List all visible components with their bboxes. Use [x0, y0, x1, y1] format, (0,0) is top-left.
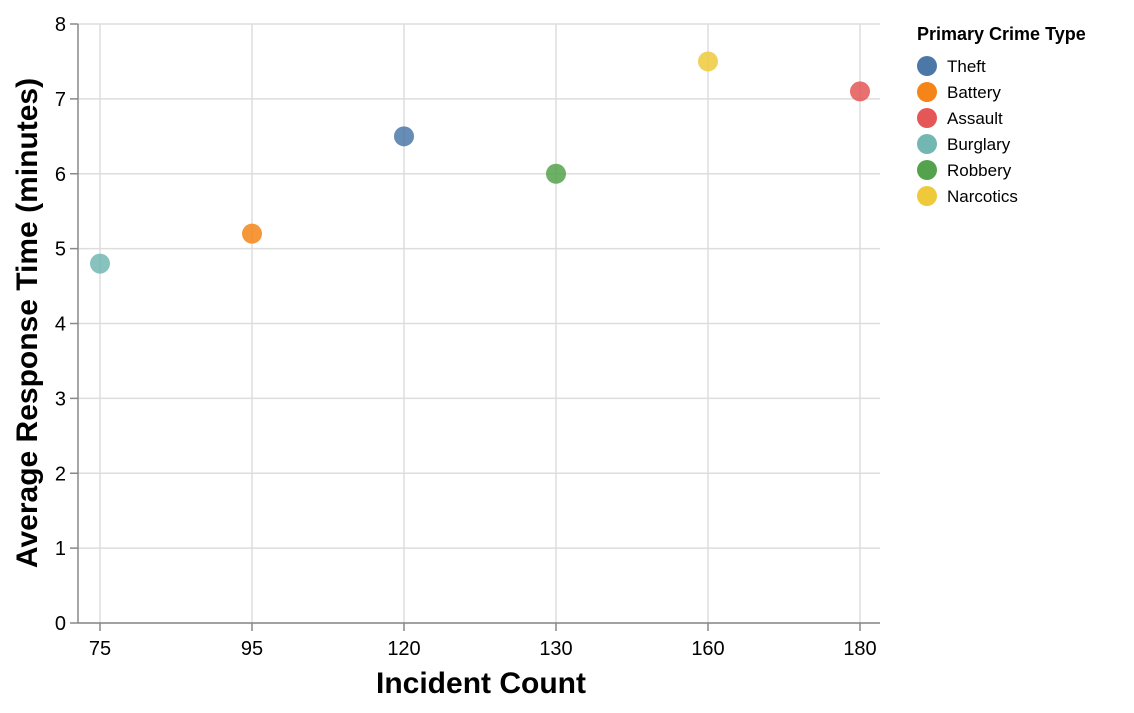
legend-swatch-battery	[917, 82, 937, 102]
legend-label-assault: Assault	[947, 109, 1003, 128]
legend-swatch-narcotics	[917, 186, 937, 206]
y-tick-label: 6	[55, 164, 66, 186]
legend-title: Primary Crime Type	[917, 24, 1086, 44]
x-tick-label: 75	[89, 638, 111, 660]
data-point-burglary	[90, 253, 110, 274]
legend-label-battery: Battery	[947, 83, 1001, 102]
legend-label-narcotics: Narcotics	[947, 187, 1018, 206]
y-tick-label: 0	[55, 613, 66, 635]
data-points	[90, 51, 870, 274]
legend-swatch-assault	[917, 108, 937, 128]
x-tick-label: 95	[241, 638, 263, 660]
y-tick-label: 4	[55, 314, 66, 336]
data-point-theft	[394, 126, 414, 147]
data-point-narcotics	[698, 51, 718, 72]
y-tick-label: 1	[55, 538, 66, 560]
x-tick-label: 180	[843, 638, 876, 660]
axes: 0 1 2 3 4 5 6 7 8 75 95 120 130 160 180	[55, 14, 880, 660]
legend-swatch-burglary	[917, 134, 937, 154]
legend-label-robbery: Robbery	[947, 161, 1012, 180]
y-tick-label: 7	[55, 89, 66, 111]
y-tick-label: 8	[55, 14, 66, 36]
data-point-robbery	[546, 163, 566, 184]
x-tick-label: 130	[539, 638, 572, 660]
legend-swatch-theft	[917, 56, 937, 76]
legend-label-burglary: Burglary	[947, 135, 1011, 154]
x-axis-title: Incident Count	[376, 667, 586, 700]
x-tick-label: 160	[691, 638, 724, 660]
data-point-battery	[242, 223, 262, 244]
y-tick-label: 5	[55, 239, 66, 261]
y-tick-label: 3	[55, 388, 66, 410]
legend-items: Theft Battery Assault Burglary Robbery Narcot…	[917, 56, 1018, 206]
legend-swatch-robbery	[917, 160, 937, 180]
y-axis-title: Average Response Time (minutes)	[11, 78, 44, 568]
legend: Primary Crime Type Theft Battery Assault Bu…	[917, 24, 1086, 206]
y-tick-label: 2	[55, 463, 66, 485]
data-point-assault	[850, 81, 870, 102]
grid	[78, 23, 880, 624]
legend-label-theft: Theft	[947, 57, 986, 76]
x-tick-label: 120	[387, 638, 420, 660]
